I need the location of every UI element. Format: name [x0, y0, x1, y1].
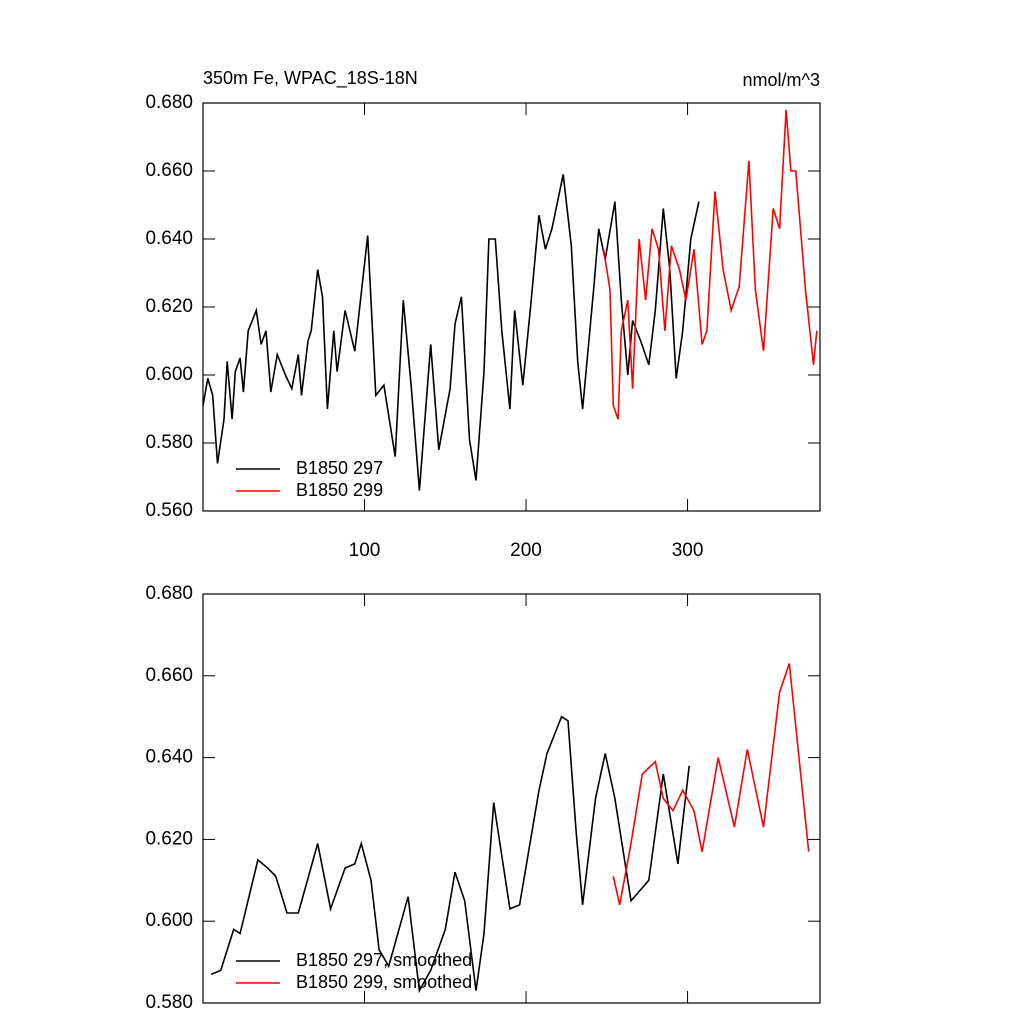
- x-tick-label: 300: [672, 540, 704, 561]
- legend-label: B1850 297, smoothed: [296, 950, 472, 970]
- x-tick-label: 200: [510, 540, 542, 561]
- series-line: [602, 109, 818, 420]
- y-tick-label: 0.660: [145, 160, 193, 181]
- y-tick-label: 0.600: [145, 910, 193, 931]
- legend-label: B1850 299, smoothed: [296, 972, 472, 992]
- y-tick-label: 0.680: [145, 92, 193, 113]
- y-tick-label: 0.600: [145, 364, 193, 385]
- plot-frame: [202, 593, 821, 1004]
- x-tick-label: 100: [349, 540, 381, 561]
- series-line: [202, 174, 700, 491]
- y-tick-label: 0.560: [145, 500, 193, 521]
- y-tick-label: 0.580: [145, 992, 193, 1013]
- y-tick-label: 0.640: [145, 228, 193, 249]
- y-tick-label: 0.580: [145, 432, 193, 453]
- legend-label: B1850 297: [296, 458, 383, 478]
- y-tick-label: 0.660: [145, 665, 193, 686]
- y-tick-label: 0.620: [145, 296, 193, 317]
- series-line: [612, 663, 810, 905]
- legend-label: B1850 299: [296, 480, 383, 500]
- plot-frame: [202, 102, 821, 512]
- units-label: nmol/m^3: [743, 70, 820, 90]
- chart-title: 350m Fe, WPAC_18S-18N: [203, 68, 418, 89]
- y-tick-label: 0.640: [145, 747, 193, 768]
- y-tick-label: 0.680: [145, 583, 193, 604]
- series-line: [210, 715, 690, 994]
- y-tick-label: 0.620: [145, 828, 193, 849]
